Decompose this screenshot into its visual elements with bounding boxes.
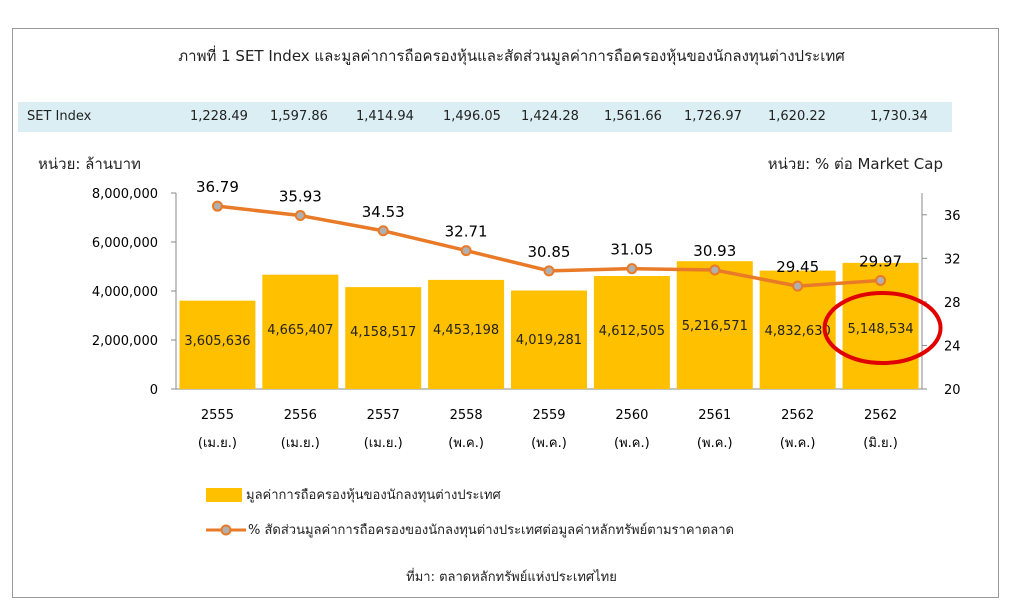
x-tick-label: 2556 bbox=[284, 408, 317, 423]
bar bbox=[345, 287, 422, 389]
bar-value-label: 4,832,630 bbox=[765, 324, 831, 339]
highlight-circle bbox=[822, 291, 943, 365]
line-value-label: 35.93 bbox=[279, 188, 322, 206]
x-tick-label: 2562 bbox=[781, 408, 814, 423]
x-tick-label: 2558 bbox=[450, 408, 483, 423]
left-axis-unit: หน่วย: ล้านบาท bbox=[38, 155, 141, 173]
set-index-row: SET Index 1,228.49 1,597.86 1,414.94 1,4… bbox=[18, 102, 952, 132]
right-axis-tick-label: 32 bbox=[944, 252, 961, 267]
line-marker bbox=[377, 225, 389, 237]
legend-line: % สัดส่วนมูลค่าการถือครองของนักลงทุนต่าง… bbox=[206, 519, 734, 540]
legend-bar-swatch bbox=[206, 487, 242, 502]
line-marker bbox=[460, 245, 472, 257]
x-tick-sublabel: (เม.ย.) bbox=[281, 436, 320, 451]
line-marker bbox=[626, 263, 638, 275]
legend-line-swatch bbox=[206, 524, 246, 535]
legend-bars: มูลค่าการถือครองหุ้นของนักลงทุนต่างประเท… bbox=[206, 484, 501, 505]
x-tick-label: 2561 bbox=[698, 408, 731, 423]
x-tick-sublabel: (เม.ย.) bbox=[364, 436, 403, 451]
bar bbox=[511, 290, 587, 389]
line-value-label: 29.45 bbox=[776, 258, 819, 276]
set-index-value: 1,620.22 bbox=[768, 109, 826, 124]
set-index-label: SET Index bbox=[27, 109, 92, 124]
bar bbox=[262, 274, 339, 389]
source-note: ที่มา: ตลาดหลักทรัพย์แห่งประเทศไทย bbox=[406, 570, 617, 585]
left-axis-tick-label: 2,000,000 bbox=[92, 334, 158, 349]
x-tick-label: 2557 bbox=[367, 408, 400, 423]
legend-bars-label: มูลค่าการถือครองหุ้นของนักลงทุนต่างประเท… bbox=[246, 488, 501, 503]
line-marker bbox=[792, 280, 804, 292]
chart-title: ภาพที่ 1 SET Index และมูลค่าการถือครองหุ… bbox=[178, 47, 845, 65]
line-marker bbox=[294, 210, 306, 222]
line-marker bbox=[211, 200, 223, 212]
bar-value-label: 4,612,505 bbox=[599, 324, 665, 339]
set-index-value: 1,228.49 bbox=[190, 109, 248, 124]
x-tick-sublabel: (พ.ค.) bbox=[780, 436, 816, 451]
set-index-value: 1,597.86 bbox=[270, 109, 328, 124]
legend-line-label: % สัดส่วนมูลค่าการถือครองของนักลงทุนต่าง… bbox=[248, 523, 734, 538]
x-tick-sublabel: (พ.ค.) bbox=[531, 436, 567, 451]
line-value-label: 29.97 bbox=[859, 252, 902, 270]
left-axis-tick-label: 8,000,000 bbox=[92, 187, 158, 202]
set-index-value: 1,561.66 bbox=[604, 109, 662, 124]
line-value-label: 30.93 bbox=[693, 242, 736, 260]
bar bbox=[428, 279, 505, 389]
x-tick-sublabel: (พ.ค.) bbox=[448, 436, 484, 451]
bar bbox=[179, 300, 256, 389]
left-axis-tick-label: 0 bbox=[150, 383, 158, 398]
set-index-value: 1,730.34 bbox=[870, 109, 928, 124]
set-index-value: 1,414.94 bbox=[356, 109, 414, 124]
right-axis-unit: หน่วย: % ต่อ Market Cap bbox=[767, 155, 943, 173]
right-axis-tick-label: 36 bbox=[944, 209, 961, 224]
bar bbox=[593, 275, 670, 389]
bar-value-label: 4,453,198 bbox=[433, 323, 499, 338]
line-marker bbox=[543, 265, 555, 277]
x-tick-label: 2555 bbox=[201, 408, 234, 423]
bar-value-label: 3,605,636 bbox=[184, 334, 250, 349]
bar-value-label: 4,665,407 bbox=[267, 323, 333, 338]
x-tick-label: 2560 bbox=[615, 408, 648, 423]
set-index-value: 1,424.28 bbox=[521, 109, 579, 124]
bar bbox=[676, 261, 753, 389]
set-index-value: 1,496.05 bbox=[443, 109, 501, 124]
x-tick-sublabel: (เม.ย.) bbox=[198, 436, 237, 451]
x-tick-label: 2562 bbox=[864, 408, 897, 423]
bar-value-label: 4,019,281 bbox=[516, 333, 582, 348]
x-tick-sublabel: (มิ.ย.) bbox=[863, 436, 898, 451]
set-index-value: 1,726.97 bbox=[684, 109, 742, 124]
x-tick-label: 2559 bbox=[532, 408, 565, 423]
line-value-label: 31.05 bbox=[610, 241, 653, 259]
line-marker bbox=[875, 274, 887, 286]
line-value-label: 36.79 bbox=[196, 178, 239, 196]
x-tick-sublabel: (พ.ค.) bbox=[614, 436, 650, 451]
x-tick-sublabel: (พ.ค.) bbox=[697, 436, 733, 451]
right-axis-tick-label: 20 bbox=[944, 383, 961, 398]
line-marker bbox=[709, 264, 721, 276]
line-value-label: 32.71 bbox=[445, 223, 488, 241]
right-axis-tick-label: 24 bbox=[944, 339, 961, 354]
left-axis-tick-label: 4,000,000 bbox=[92, 285, 158, 300]
line-value-label: 30.85 bbox=[528, 243, 571, 261]
bar-value-label: 5,148,534 bbox=[847, 322, 913, 337]
right-axis-tick-label: 28 bbox=[944, 296, 961, 311]
bar-value-label: 5,216,571 bbox=[682, 319, 748, 334]
line-value-label: 34.53 bbox=[362, 203, 405, 221]
bar-value-label: 4,158,517 bbox=[350, 325, 416, 340]
left-axis-tick-label: 6,000,000 bbox=[92, 236, 158, 251]
